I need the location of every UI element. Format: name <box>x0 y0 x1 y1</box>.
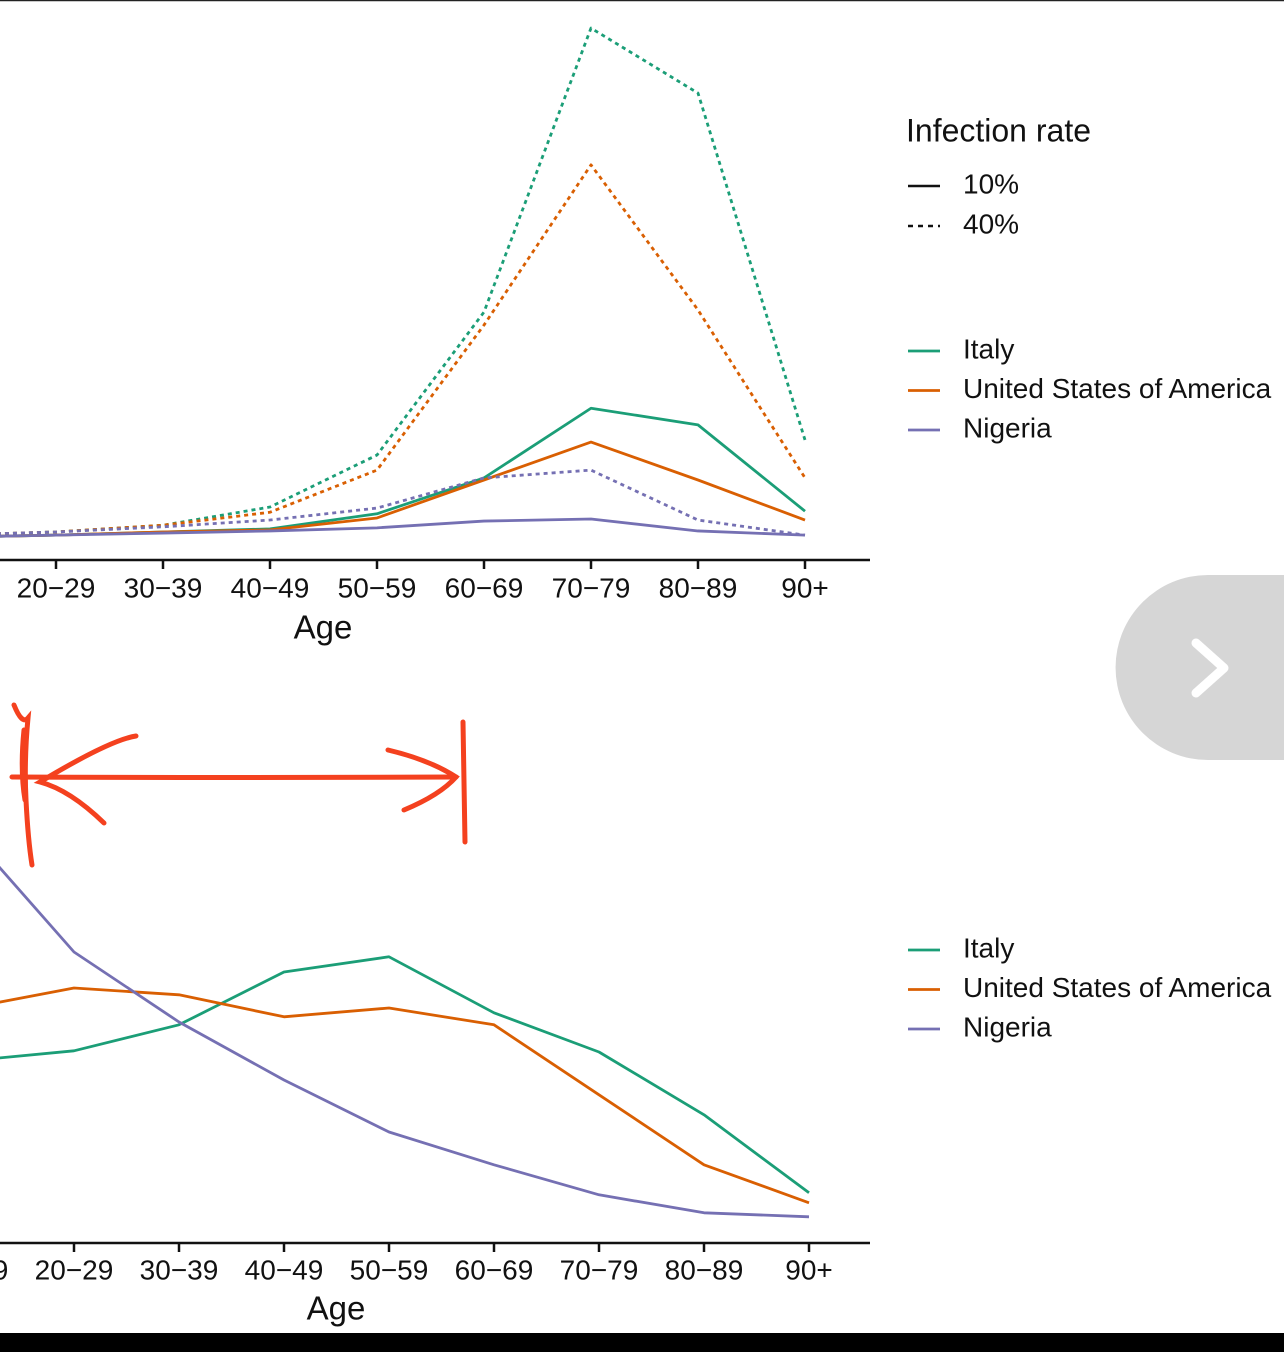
next-button[interactable] <box>1115 575 1284 760</box>
data-line <box>0 517 806 538</box>
legend-label: Nigeria <box>963 1011 1052 1042</box>
legend-label: 10% <box>963 168 1019 199</box>
legend-label: United States of America <box>963 972 1272 1003</box>
next-button-bg[interactable] <box>1115 575 1284 760</box>
legend-label: United States of America <box>963 373 1272 404</box>
annotation-stroke <box>33 733 139 826</box>
annotation-stroke <box>19 727 28 803</box>
x-tick-label: 10−19 <box>0 1254 8 1285</box>
x-tick-label: 90+ <box>781 572 829 603</box>
data-line <box>0 955 810 1194</box>
legend-title: Infection rate <box>906 112 1091 148</box>
bottom-bar <box>0 1333 1284 1352</box>
x-axis-label: Age <box>307 1290 366 1327</box>
x-tick-label: 30−39 <box>124 572 203 603</box>
data-line <box>0 986 810 1205</box>
legend-label: Italy <box>963 333 1014 364</box>
data-line <box>0 406 806 538</box>
x-tick-label: 60−69 <box>455 1254 534 1285</box>
data-line <box>0 865 810 1219</box>
annotation-stroke <box>460 719 468 845</box>
x-tick-label: 50−59 <box>350 1254 429 1285</box>
x-tick-label: 20−29 <box>35 1254 114 1285</box>
x-tick-label: 80−89 <box>665 1254 744 1285</box>
annotation-stroke <box>11 702 35 868</box>
x-tick-label: 50−59 <box>338 572 417 603</box>
data-line <box>0 163 807 536</box>
annotation-stroke <box>9 774 459 780</box>
chevron-icon[interactable] <box>1191 638 1229 698</box>
x-tick-label: 40−49 <box>231 572 310 603</box>
data-line <box>0 440 806 538</box>
legend-label: Nigeria <box>963 412 1052 443</box>
x-axis-label: Age <box>294 609 353 646</box>
legend-label: Italy <box>963 932 1014 963</box>
data-line <box>0 26 807 536</box>
x-tick-label: 20−29 <box>17 572 96 603</box>
x-tick-label: 40−49 <box>245 1254 324 1285</box>
annotation-stroke <box>385 747 460 813</box>
annotation-arrow <box>9 702 468 868</box>
x-tick-label: 90+ <box>785 1254 833 1285</box>
x-tick-label: 70−79 <box>552 572 631 603</box>
legend-label: 40% <box>963 208 1019 239</box>
x-tick-label: 30−39 <box>140 1254 219 1285</box>
x-tick-label: 60−69 <box>445 572 524 603</box>
x-tick-label: 80−89 <box>659 572 738 603</box>
x-tick-label: 70−79 <box>560 1254 639 1285</box>
